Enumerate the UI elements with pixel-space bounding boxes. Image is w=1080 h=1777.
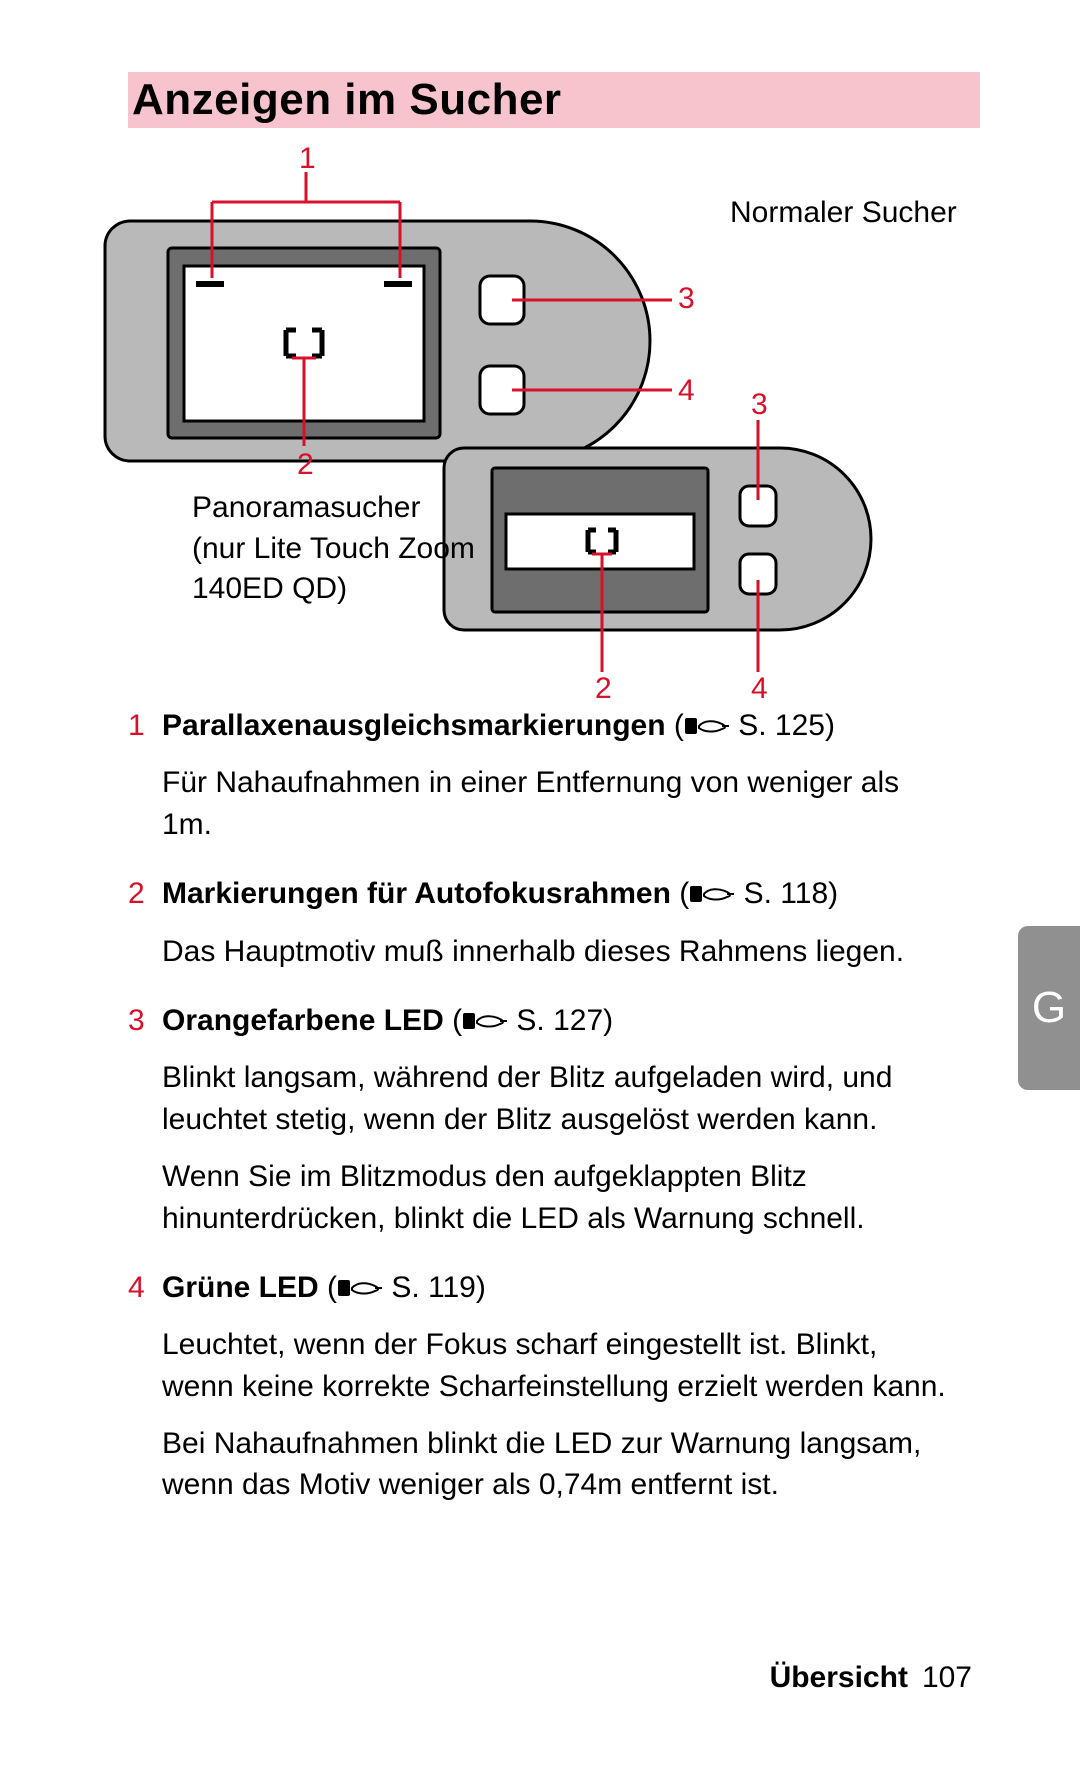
legend-entry-body: Orangefarbene LED ( S. 127) Blinkt langsa… — [162, 1000, 950, 1239]
legend-entry-title: Markierungen für Autofokusrahmen — [162, 877, 671, 910]
legend-entry-head: Orangefarbene LED ( S. 127) — [162, 1000, 950, 1041]
legend-entry-title: Orangefarbene LED — [162, 1004, 444, 1037]
reference-icon — [689, 882, 735, 906]
legend-entry-head: Grüne LED ( S. 119) — [162, 1267, 950, 1308]
legend-entry-body: Parallaxenausgleichsmarkierungen ( S. 12… — [162, 705, 950, 845]
legend-entry-ref: S. 127 — [516, 1004, 603, 1037]
legend-entry-ref: S. 119 — [391, 1271, 476, 1304]
legend-entry-para: Wenn Sie im Blitzmodus den aufgeklappten… — [162, 1156, 950, 1239]
side-tab: G — [1018, 926, 1080, 1090]
page-title: Anzeigen im Sucher — [132, 75, 562, 125]
legend-entry-body: Grüne LED ( S. 119) Leuchtet, wenn der Fo… — [162, 1267, 950, 1506]
legend-entry-title: Grüne LED — [162, 1271, 319, 1304]
legend-entry: 1Parallaxenausgleichsmarkierungen ( S. 1… — [128, 705, 950, 845]
footer-section: Übersicht — [770, 1661, 908, 1694]
legend-entry-number: 3 — [128, 1000, 162, 1239]
legend-entry: 4Grüne LED ( S. 119) Leuchtet, wenn der F… — [128, 1267, 950, 1506]
panorama-callout-lines — [440, 400, 880, 700]
label-normal-viewfinder: Normaler Sucher — [730, 196, 957, 230]
legend-entry-body: Markierungen für Autofokusrahmen ( S. 11… — [162, 873, 904, 972]
reference-icon — [337, 1276, 383, 1300]
page-footer: Übersicht 107 — [770, 1661, 972, 1695]
legend-entry-ref: S. 118 — [744, 877, 829, 910]
legend-entry-para: Das Hauptmotiv muß innerhalb dieses Rahm… — [162, 931, 904, 972]
legend-entry: 2Markierungen für Autofokusrahmen ( S. 1… — [128, 873, 950, 972]
title-bar: Anzeigen im Sucher — [128, 72, 980, 128]
legend-entry-head: Markierungen für Autofokusrahmen ( S. 11… — [162, 873, 904, 914]
legend-entry-para: Für Nahaufnahmen in einer Entfernung von… — [162, 762, 950, 845]
legend-entry-para: Blinkt langsam, während der Blitz aufgel… — [162, 1057, 950, 1140]
callout-4-bottom: 4 — [751, 672, 768, 706]
reference-icon — [462, 1009, 508, 1033]
legend-entry-head: Parallaxenausgleichsmarkierungen ( S. 12… — [162, 705, 950, 746]
callout-2-bottom: 2 — [595, 672, 612, 706]
callout-3-top: 3 — [678, 282, 695, 316]
legend-entry-title: Parallaxenausgleichsmarkierungen — [162, 709, 666, 742]
legend-entry-number: 1 — [128, 705, 162, 845]
callout-1-top: 1 — [299, 142, 316, 176]
label-panorama-viewfinder: Panoramasucher (nur Lite Touch Zoom 140E… — [192, 488, 475, 610]
legend-entry-number: 2 — [128, 873, 162, 972]
legend-entry: 3Orangefarbene LED ( S. 127) Blinkt langs… — [128, 1000, 950, 1239]
callout-2-top: 2 — [297, 448, 314, 482]
legend-list: 1Parallaxenausgleichsmarkierungen ( S. 1… — [128, 705, 950, 1534]
callout-3-bottom: 3 — [751, 388, 768, 422]
legend-entry-para: Bei Nahaufnahmen blinkt die LED zur Warn… — [162, 1423, 950, 1506]
footer-page: 107 — [922, 1661, 972, 1694]
viewfinder-diagram: 1 2 3 4 Normaler Sucher 3 4 2 Panoramasu… — [100, 150, 1000, 680]
legend-entry-para: Leuchtet, wenn der Fokus scharf eingeste… — [162, 1324, 950, 1407]
reference-icon — [684, 714, 730, 738]
legend-entry-number: 4 — [128, 1267, 162, 1506]
legend-entry-ref: S. 125 — [738, 709, 825, 742]
